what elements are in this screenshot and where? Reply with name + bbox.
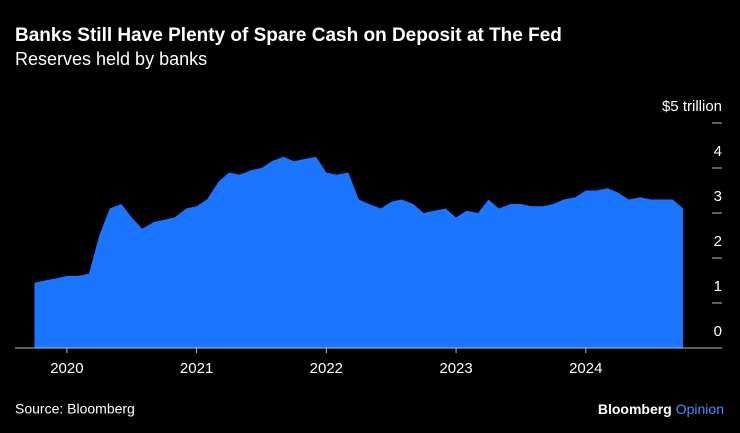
x-tick-label: 2021 xyxy=(180,360,213,377)
chart-subtitle: Reserves held by banks xyxy=(15,49,207,69)
y-tick-label: $5 trillion xyxy=(662,98,722,115)
brand: Bloomberg Opinion xyxy=(598,401,724,417)
y-tick-label: 2 xyxy=(714,233,722,250)
x-tick-label: 2023 xyxy=(439,360,472,377)
brand-name: Bloomberg xyxy=(598,401,672,417)
area xyxy=(34,156,684,348)
x-tick-label: 2022 xyxy=(310,360,343,377)
y-tick-label: 0 xyxy=(714,323,722,340)
y-tick-label: 4 xyxy=(714,143,722,160)
y-tick-label: 3 xyxy=(714,188,722,205)
source: Source: Bloomberg xyxy=(15,401,135,417)
y-tick-label: 1 xyxy=(714,278,722,295)
x-tick-label: 2020 xyxy=(50,360,83,377)
chart-title: Banks Still Have Plenty of Spare Cash on… xyxy=(15,25,562,46)
x-tick-label: 2024 xyxy=(569,360,602,377)
brand-suffix: Opinion xyxy=(676,401,724,417)
